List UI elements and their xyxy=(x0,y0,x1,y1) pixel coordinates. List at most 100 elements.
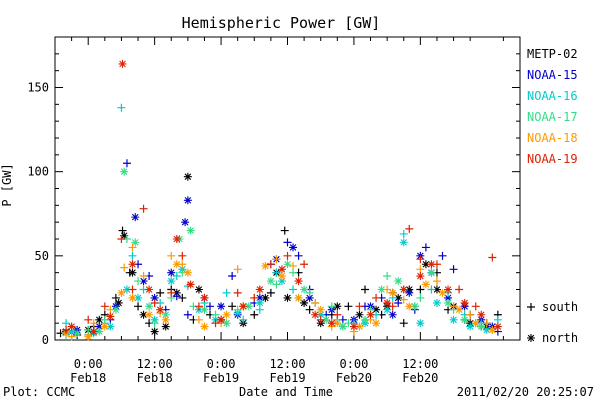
noaa-17-north-point xyxy=(131,238,140,247)
noaa-19-north-point xyxy=(427,260,436,269)
noaa-19-south-point xyxy=(372,293,381,302)
metp-02-south-point xyxy=(399,319,408,328)
noaa-19-south-point xyxy=(194,302,203,311)
metp-02-north-point xyxy=(333,302,342,311)
noaa-19-south-point xyxy=(250,293,259,302)
noaa-18-north-point xyxy=(277,272,286,281)
noaa-18-north-point xyxy=(355,322,364,331)
noaa-19-north-point xyxy=(118,59,127,68)
metp-02-north-point xyxy=(161,322,170,331)
noaa-18-south-point xyxy=(432,277,441,286)
noaa-15-north-point xyxy=(181,218,190,227)
noaa-15-south-point xyxy=(438,251,447,260)
noaa-19-south-point xyxy=(283,251,292,260)
metp-02-north-point xyxy=(139,310,148,319)
noaa-17-north-point xyxy=(361,315,369,324)
noaa-18-north-point xyxy=(128,293,137,302)
noaa-15-north-point xyxy=(139,277,148,286)
noaa-15-north-point xyxy=(444,293,453,302)
noaa-19-south-point xyxy=(333,310,342,319)
noaa-19-north-point xyxy=(477,310,486,319)
metp-02-north-point xyxy=(128,268,137,277)
noaa-19-north-point xyxy=(128,260,137,269)
noaa-16-south-point xyxy=(239,315,248,324)
noaa-19-south-point xyxy=(416,255,425,264)
noaa-15-south-point xyxy=(122,159,131,168)
noaa-15-north-point xyxy=(255,293,264,302)
metp-02-south-point xyxy=(228,302,237,311)
noaa-15-south-point xyxy=(183,310,192,319)
noaa-17-south-point xyxy=(100,315,109,324)
noaa-17-south-point xyxy=(416,293,425,302)
noaa-16-north-point xyxy=(277,277,286,286)
noaa-17-north-point xyxy=(244,302,253,311)
noaa-16-north-point xyxy=(449,315,458,324)
legend-entry-noaa-16: NOAA-16 xyxy=(527,89,578,103)
noaa-18-north-point xyxy=(333,319,342,328)
noaa-18-south-point xyxy=(383,285,392,294)
noaa-19-south-point xyxy=(117,235,126,243)
noaa-19-south-point xyxy=(233,288,242,297)
noaa-19-north-point xyxy=(156,305,165,314)
legend: METP-02 NOAA-15 NOAA-16 NOAA-17 NOAA-18 NOAA-… xyxy=(527,47,578,345)
noaa-17-north-point xyxy=(322,315,331,324)
noaa-19-north-point xyxy=(416,272,425,281)
y-tick-label: 100 xyxy=(27,165,49,179)
noaa-18-north-point xyxy=(100,322,109,331)
x-tick-date-label: Feb18 xyxy=(137,371,173,385)
noaa-17-north-point xyxy=(266,277,275,286)
noaa-19-north-point xyxy=(200,293,209,302)
legend-entry-noaa-15: NOAA-15 xyxy=(527,68,578,82)
noaa-16-north-point xyxy=(106,322,115,331)
noaa-16-south-point xyxy=(427,285,436,294)
noaa-19-north-point xyxy=(172,235,181,243)
noaa-17-north-point xyxy=(111,305,120,314)
noaa-16-south-point xyxy=(117,103,126,112)
noaa-18-north-point xyxy=(372,319,381,328)
noaa-19-north-point xyxy=(444,285,453,294)
noaa-19-north-point xyxy=(349,322,358,331)
noaa-17-north-point xyxy=(145,302,154,311)
noaa-15-north-point xyxy=(405,288,414,297)
metp-02-south-point xyxy=(134,302,143,311)
noaa-19-south-point xyxy=(471,302,480,311)
noaa-18-south-point xyxy=(167,251,176,260)
noaa-17-north-point xyxy=(200,305,209,314)
legend-label-north: north xyxy=(542,331,578,345)
noaa-15-north-point xyxy=(183,196,192,205)
noaa-17-south-point xyxy=(305,288,314,297)
metp-02-north-point xyxy=(150,327,159,336)
metp-02-south-point xyxy=(250,310,259,319)
noaa-15-south-point xyxy=(206,302,214,311)
noaa-18-south-point xyxy=(106,305,115,314)
x-tick-date-label: Feb20 xyxy=(402,371,438,385)
noaa-15-north-point xyxy=(289,243,298,252)
noaa-17-north-point xyxy=(120,167,129,176)
noaa-19-north-point xyxy=(239,302,248,311)
noaa-17-north-point xyxy=(161,310,170,319)
noaa-18-south-point xyxy=(272,255,281,264)
noaa-16-north-point xyxy=(399,238,408,247)
noaa-15-south-point xyxy=(394,298,403,307)
noaa-17-south-point xyxy=(327,302,336,311)
metp-02-north-point xyxy=(114,298,123,307)
noaa-16-north-point xyxy=(255,298,264,307)
legend-entry-metp-02: METP-02 xyxy=(527,47,578,61)
noaa-18-south-point xyxy=(399,295,408,304)
metp-02-north-point xyxy=(355,310,364,319)
metp-02-north-point xyxy=(194,285,203,294)
noaa-19-north-point xyxy=(493,322,502,331)
noaa-18-north-point xyxy=(294,293,303,302)
noaa-18-north-point xyxy=(172,260,181,269)
noaa-19-south-point xyxy=(167,288,176,297)
noaa-18-south-point xyxy=(466,310,475,319)
noaa-19-north-point xyxy=(366,310,375,319)
noaa-17-south-point xyxy=(383,272,392,281)
noaa-15-south-point xyxy=(294,251,303,260)
noaa-17-north-point xyxy=(394,277,403,286)
x-tick-time-label: 12:00 xyxy=(137,357,173,371)
noaa-18-south-point xyxy=(416,265,425,274)
noaa-19-south-point xyxy=(211,319,220,328)
noaa-17-north-point xyxy=(73,329,82,338)
noaa-18-north-point xyxy=(488,325,497,334)
